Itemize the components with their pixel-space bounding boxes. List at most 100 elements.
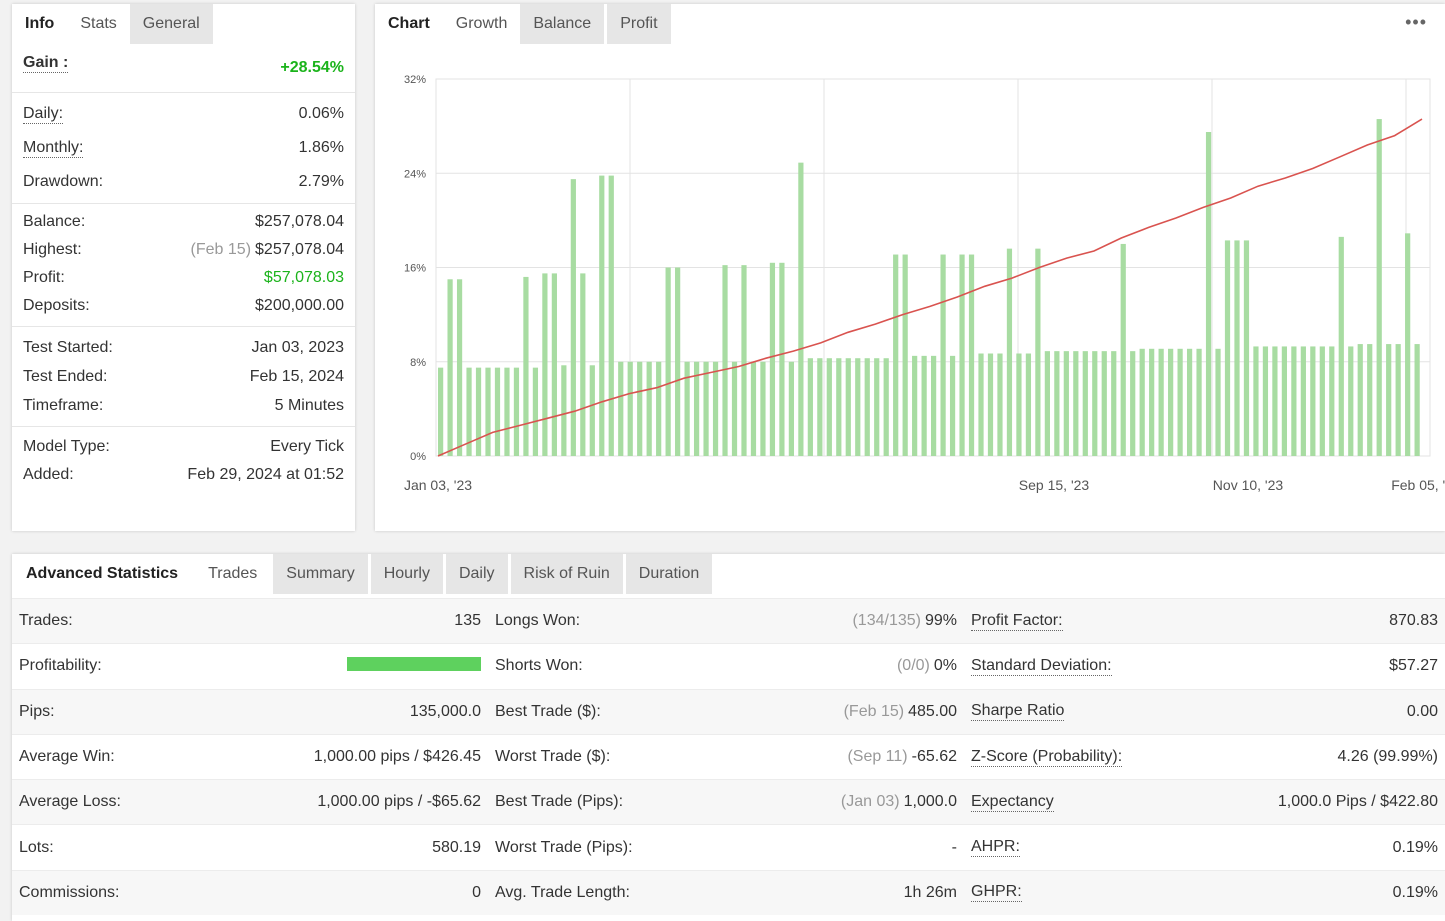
monthly-value: 1.86% — [298, 139, 344, 156]
bar — [1063, 351, 1069, 456]
test-ended-label: Test Ended: — [23, 367, 108, 385]
bar — [1243, 240, 1250, 456]
bar — [987, 353, 994, 456]
tab-balance[interactable]: Balance — [520, 4, 605, 44]
bar — [1310, 346, 1316, 456]
stat-cell: Profit Factor: 870.83 — [964, 599, 1445, 643]
bar — [826, 358, 832, 456]
stat-value: 135,000.0 — [409, 702, 481, 720]
stat-value-group: 0.00 — [1407, 703, 1438, 721]
stat-cell: Best Trade (Pips): (Jan 03) 1,000.0 — [488, 780, 964, 824]
stat-value-group: 0.19% — [1393, 884, 1438, 902]
stat-value-group: 0 — [472, 884, 481, 902]
stat-label[interactable]: Expectancy — [971, 792, 1054, 812]
timeframe-label: Timeframe: — [23, 396, 104, 414]
tab-profit[interactable]: Profit — [607, 4, 671, 44]
bar — [931, 355, 937, 456]
bar — [1149, 348, 1155, 456]
stat-cell: Sharpe Ratio 0.00 — [964, 690, 1445, 734]
daily-label[interactable]: Daily: — [23, 104, 64, 124]
balance-row: Balance: $257,078.04 — [12, 208, 355, 236]
bar — [1281, 346, 1288, 456]
bar — [589, 365, 595, 456]
bar — [836, 358, 842, 456]
stat-value-group: 580.19 — [432, 839, 481, 857]
bar — [1253, 346, 1259, 456]
tab-hourly[interactable]: Hourly — [370, 554, 443, 594]
tab-growth[interactable]: Growth — [455, 15, 508, 32]
stat-value-group: (0/0) 0% — [897, 657, 957, 675]
x-tick-label: Jan 03, '23 — [404, 477, 472, 493]
stat-label: Worst Trade (Pips): — [495, 838, 633, 856]
tab-risk-of-ruin[interactable]: Risk of Ruin — [510, 554, 623, 594]
ellipsis-icon[interactable]: ••• — [1405, 12, 1427, 32]
stat-cell: AHPR: 0.19% — [964, 825, 1445, 869]
bar — [788, 361, 795, 456]
stat-value: 4.26 (99.99%) — [1337, 748, 1438, 766]
highest-row: Highest: (Feb 15) $257,078.04 — [12, 236, 355, 264]
table-row: Lots: 580.19 Worst Trade (Pips): - AHPR: 0.19… — [12, 824, 1445, 869]
tab-stats[interactable]: Stats — [80, 15, 117, 32]
stat-value: 0.00 — [1406, 702, 1438, 720]
bar — [523, 276, 529, 456]
info-panel: Info Stats General Gain : +28.54% Daily:… — [12, 4, 355, 531]
stat-label: Best Trade (Pips): — [495, 793, 624, 811]
stat-note: (134/135) — [852, 612, 921, 630]
bar — [1405, 233, 1411, 456]
bar — [1120, 243, 1126, 456]
bar — [883, 358, 889, 456]
tab-summary[interactable]: Summary — [273, 554, 368, 594]
bar — [1262, 346, 1269, 456]
stat-value: -65.62 — [911, 748, 957, 766]
stat-label[interactable]: Z-Score (Probability): — [971, 747, 1123, 767]
stat-value: 1,000.0 — [903, 793, 957, 811]
deposits-row: Deposits: $200,000.00 — [12, 292, 355, 320]
stat-value-group: 135,000.0 — [410, 703, 481, 721]
stat-label: Average Win: — [19, 748, 115, 766]
bar — [485, 367, 491, 456]
tab-duration[interactable]: Duration — [625, 554, 713, 594]
stat-cell: Z-Score (Probability): 4.26 (99.99%) — [964, 735, 1445, 779]
stat-value: 135 — [454, 612, 481, 630]
profitability-bar — [347, 656, 481, 671]
stat-label[interactable]: Profit Factor: — [971, 611, 1063, 631]
deposits-value: $200,000.00 — [255, 297, 344, 314]
bar — [1224, 240, 1231, 456]
tab-advanced-statistics[interactable]: Advanced Statistics — [26, 565, 179, 582]
bar — [817, 358, 823, 456]
stat-label: Pips: — [19, 702, 55, 720]
tab-chart[interactable]: Chart — [388, 15, 430, 32]
bar — [447, 279, 453, 456]
model-type-row: Model Type: Every Tick — [12, 433, 355, 461]
bar — [1348, 346, 1354, 456]
bar — [570, 179, 576, 456]
bar — [1291, 346, 1297, 456]
bar — [1177, 348, 1183, 456]
stat-value: 0 — [472, 883, 481, 901]
tab-info[interactable]: Info — [25, 15, 55, 32]
stat-label[interactable]: AHPR: — [971, 838, 1020, 858]
monthly-row: Monthly: 1.86% — [12, 131, 355, 165]
bar — [627, 361, 633, 456]
stat-label[interactable]: Sharpe Ratio — [971, 702, 1065, 722]
monthly-label[interactable]: Monthly: — [23, 138, 84, 158]
tab-general[interactable]: General — [129, 4, 213, 44]
gain-label[interactable]: Gain : — [23, 54, 69, 73]
stat-value-group — [347, 656, 481, 676]
timeframe-value: 5 Minutes — [274, 396, 344, 414]
stat-label[interactable]: GHPR: — [971, 883, 1022, 903]
stat-cell: Lots: 580.19 — [12, 825, 488, 869]
stat-value-group: 870.83 — [1389, 612, 1438, 630]
stat-value-group: 1,000.00 pips / -$65.62 — [317, 793, 481, 811]
bar — [542, 273, 548, 456]
bar — [1158, 348, 1164, 456]
bar — [855, 358, 861, 456]
stat-label[interactable]: Standard Deviation: — [971, 656, 1112, 676]
bar — [608, 175, 614, 456]
tab-trades[interactable]: Trades — [208, 565, 258, 582]
chart-panel: Chart Growth Balance Profit ••• 0% 8% 16% 2… — [375, 4, 1445, 531]
bar — [940, 254, 946, 456]
stat-value-group: (Sep 11) -65.62 — [847, 748, 957, 766]
stat-label: Shorts Won: — [495, 657, 583, 675]
tab-daily[interactable]: Daily — [445, 554, 508, 594]
